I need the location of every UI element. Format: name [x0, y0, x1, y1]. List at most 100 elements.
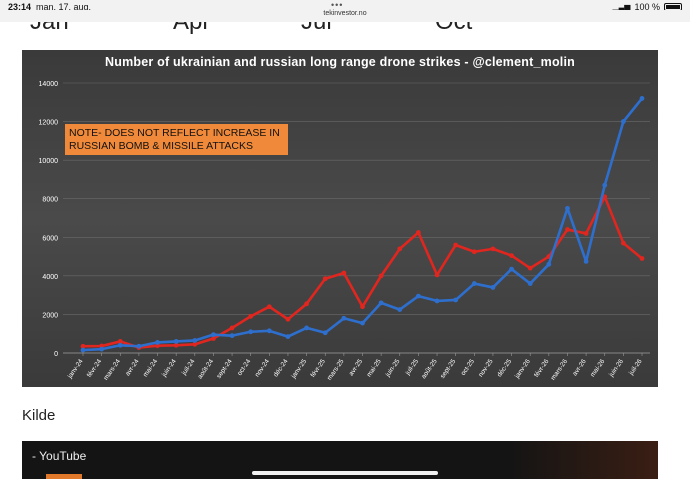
x-tick-label: nov-25: [477, 358, 494, 379]
data-point-0: [341, 270, 347, 276]
x-tick-label: juil-25: [404, 358, 420, 377]
prev-axis-label: Jul: [301, 22, 332, 36]
data-point-0: [509, 253, 514, 259]
x-tick-label: juil-24: [180, 358, 196, 377]
y-tick-label: 6000: [42, 235, 58, 242]
status-date: man. 17. aug.: [36, 2, 92, 12]
x-tick-label: févr-25: [310, 358, 328, 379]
status-time: 23:14: [8, 2, 32, 12]
data-point-1: [620, 119, 626, 124]
data-point-0: [453, 242, 459, 248]
data-point-1: [192, 338, 198, 343]
data-point-0: [248, 313, 254, 319]
y-tick-label: 12000: [39, 120, 59, 127]
data-point-1: [266, 328, 272, 334]
data-point-0: [155, 343, 160, 349]
x-tick-label: déc-24: [272, 358, 289, 379]
x-tick-label: mars-24: [102, 358, 122, 382]
previous-chart-fragment: Jan Apr Jul Oct: [0, 22, 690, 38]
x-tick-label: mai-24: [142, 358, 159, 379]
x-tick-label: mars-25: [326, 358, 346, 382]
data-point-1: [229, 333, 235, 339]
x-tick-label: juil-26: [627, 358, 643, 377]
data-point-0: [490, 246, 496, 252]
data-point-1: [527, 281, 533, 286]
chart-title: Number of ukrainian and russian long ran…: [105, 55, 575, 69]
battery-label: 100 %: [634, 2, 660, 12]
data-point-1: [99, 346, 105, 352]
data-point-0: [434, 272, 440, 278]
prev-axis-label: Apr: [173, 22, 210, 36]
video-thumbnail: [508, 441, 658, 479]
data-point-1: [248, 329, 254, 335]
x-tick-label: avr-24: [124, 358, 141, 377]
data-point-1: [211, 332, 216, 338]
prev-axis-label: Oct: [435, 22, 472, 36]
x-tick-label: mars-26: [550, 358, 570, 382]
x-tick-label: oct-25: [460, 358, 476, 377]
x-tick-label: avr-26: [571, 358, 588, 377]
data-point-1: [360, 320, 365, 326]
y-tick-label: 0: [54, 351, 58, 358]
y-tick-label: 8000: [42, 197, 58, 204]
data-point-1: [155, 339, 160, 345]
data-point-0: [266, 304, 272, 310]
x-tick-label: déc-25: [496, 358, 513, 379]
x-tick-label: sept-25: [439, 358, 457, 380]
data-point-1: [397, 307, 403, 313]
home-indicator[interactable]: [252, 471, 438, 475]
y-tick-label: 14000: [39, 81, 59, 88]
x-tick-label: févr-24: [86, 358, 104, 379]
data-point-1: [173, 339, 179, 344]
data-point-0: [416, 230, 421, 235]
data-point-1: [471, 281, 477, 286]
data-point-1: [602, 182, 608, 188]
data-point-1: [583, 258, 589, 264]
drone-strikes-chart[interactable]: 0 2000 4000 6000 8000 10000 12000 14000 janv-24 f…: [22, 50, 658, 387]
address-bar[interactable]: tekinvestor.no: [0, 10, 690, 22]
data-point-0: [192, 341, 198, 347]
data-point-1: [639, 96, 645, 101]
y-tick-label: 2000: [42, 312, 58, 319]
data-point-0: [639, 256, 645, 261]
x-tick-label: févr-26: [533, 358, 551, 379]
data-point-1: [565, 205, 570, 211]
data-point-1: [378, 300, 384, 306]
y-tick-label: 4000: [42, 274, 58, 281]
x-tick-label: avr-25: [348, 358, 365, 377]
data-point-0: [397, 246, 403, 252]
data-point-0: [583, 231, 589, 236]
data-point-0: [378, 273, 384, 279]
data-point-0: [229, 325, 235, 331]
url-text: tekinvestor.no: [323, 10, 367, 17]
x-tick-label: nov-24: [254, 358, 271, 379]
data-point-1: [341, 315, 347, 321]
data-point-1: [80, 347, 86, 353]
x-tick-label: sept-24: [216, 358, 234, 380]
data-point-0: [322, 276, 328, 282]
data-point-0: [527, 265, 533, 271]
source-heading: Kilde: [22, 407, 56, 424]
x-tick-label: janv-24: [66, 358, 85, 381]
x-tick-label: janv-26: [513, 358, 532, 381]
youtube-title[interactable]: - YouTube: [32, 449, 87, 463]
data-point-0: [285, 316, 291, 322]
channel-logo: [46, 474, 82, 479]
x-tick-label: mai-25: [366, 358, 383, 379]
data-point-0: [565, 227, 570, 232]
data-point-0: [211, 336, 216, 341]
data-point-1: [490, 285, 496, 290]
x-tick-label: mai-26: [589, 358, 606, 379]
x-tick-label: août-25: [420, 358, 439, 380]
y-tick-label: 10000: [39, 158, 59, 165]
data-point-0: [471, 249, 477, 255]
data-point-1: [285, 334, 291, 340]
data-point-1: [509, 266, 514, 272]
data-point-1: [453, 297, 459, 303]
data-point-0: [620, 240, 626, 246]
data-point-1: [416, 293, 421, 299]
data-point-0: [80, 343, 86, 349]
multitask-dots-icon[interactable]: •••: [331, 0, 344, 10]
data-point-0: [117, 339, 123, 344]
